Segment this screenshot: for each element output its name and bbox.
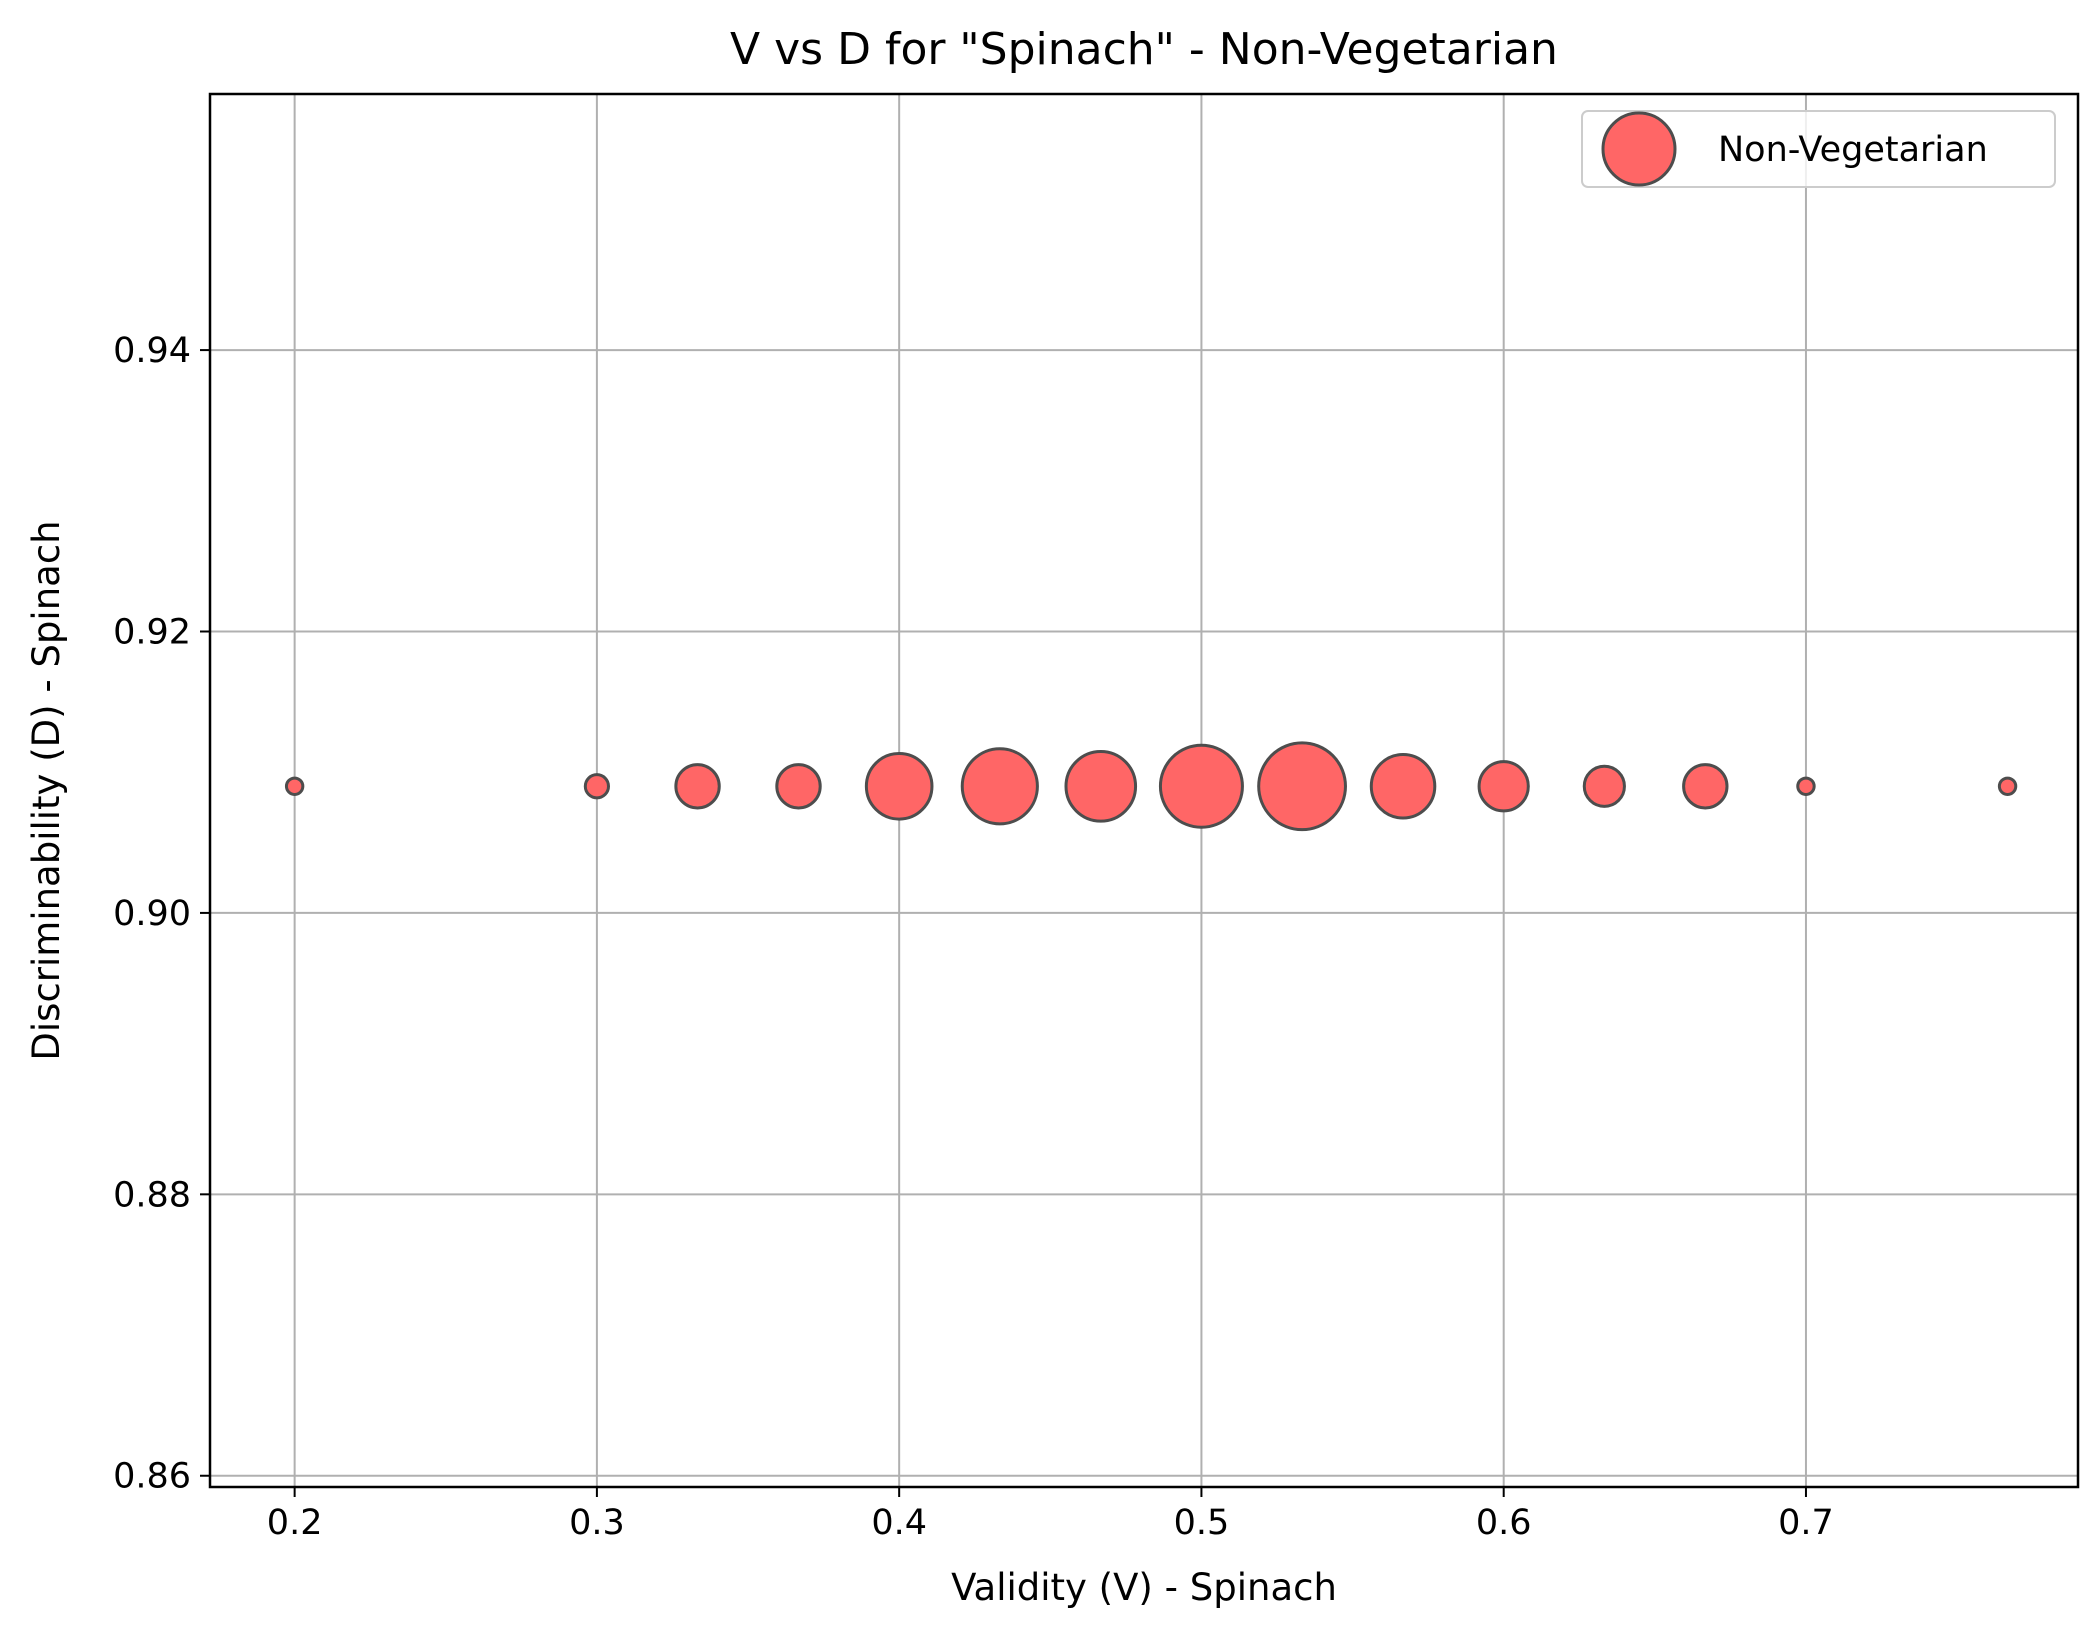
y-tick-label: 0.88	[113, 1175, 191, 1215]
chart-title: V vs D for "Spinach" - Non-Vegetarian	[730, 24, 1558, 75]
data-point	[1997, 776, 2018, 796]
x-tick-label: 0.7	[1778, 1503, 1834, 1543]
data-point	[1158, 743, 1244, 829]
x-tick-label: 0.2	[267, 1503, 323, 1543]
data-point	[1582, 764, 1626, 808]
y-tick-label: 0.92	[113, 613, 191, 653]
y-tick-label: 0.86	[113, 1457, 191, 1497]
x-tick-label: 0.5	[1174, 1503, 1230, 1543]
y-tick-label: 0.90	[113, 894, 191, 934]
data-point	[1369, 753, 1437, 820]
legend: Non-Vegetarian	[1581, 110, 2056, 188]
data-point	[583, 773, 610, 800]
data-point	[1477, 760, 1530, 813]
data-point	[1257, 741, 1347, 832]
data-point	[960, 747, 1039, 826]
plot-frame	[208, 92, 2080, 1489]
legend-marker	[1601, 111, 1677, 187]
points-layer	[284, 741, 2018, 832]
legend-label: Non-Vegetarian	[1718, 130, 1988, 170]
x-tick-label: 0.4	[871, 1503, 927, 1543]
data-point	[864, 751, 934, 821]
y-axis-label: Discriminability (D) - Spinach	[25, 520, 68, 1060]
legend-box	[1581, 110, 2056, 188]
data-point	[674, 763, 721, 810]
ticks-layer: 0.2 0.3 0.4 0.5 0.6 0.7 0.86 0.88 0.90 0.92 0.94	[113, 331, 1834, 1543]
data-point	[1796, 776, 1816, 796]
x-tick-label: 0.6	[1476, 1503, 1532, 1543]
data-point	[1064, 749, 1138, 823]
y-tick-label: 0.94	[113, 331, 191, 371]
x-tick-label: 0.3	[569, 1503, 625, 1543]
data-point	[1682, 763, 1729, 810]
x-axis-label: Validity (V) - Spinach	[951, 1566, 1337, 1609]
data-point	[284, 776, 305, 796]
data-point	[775, 763, 822, 810]
